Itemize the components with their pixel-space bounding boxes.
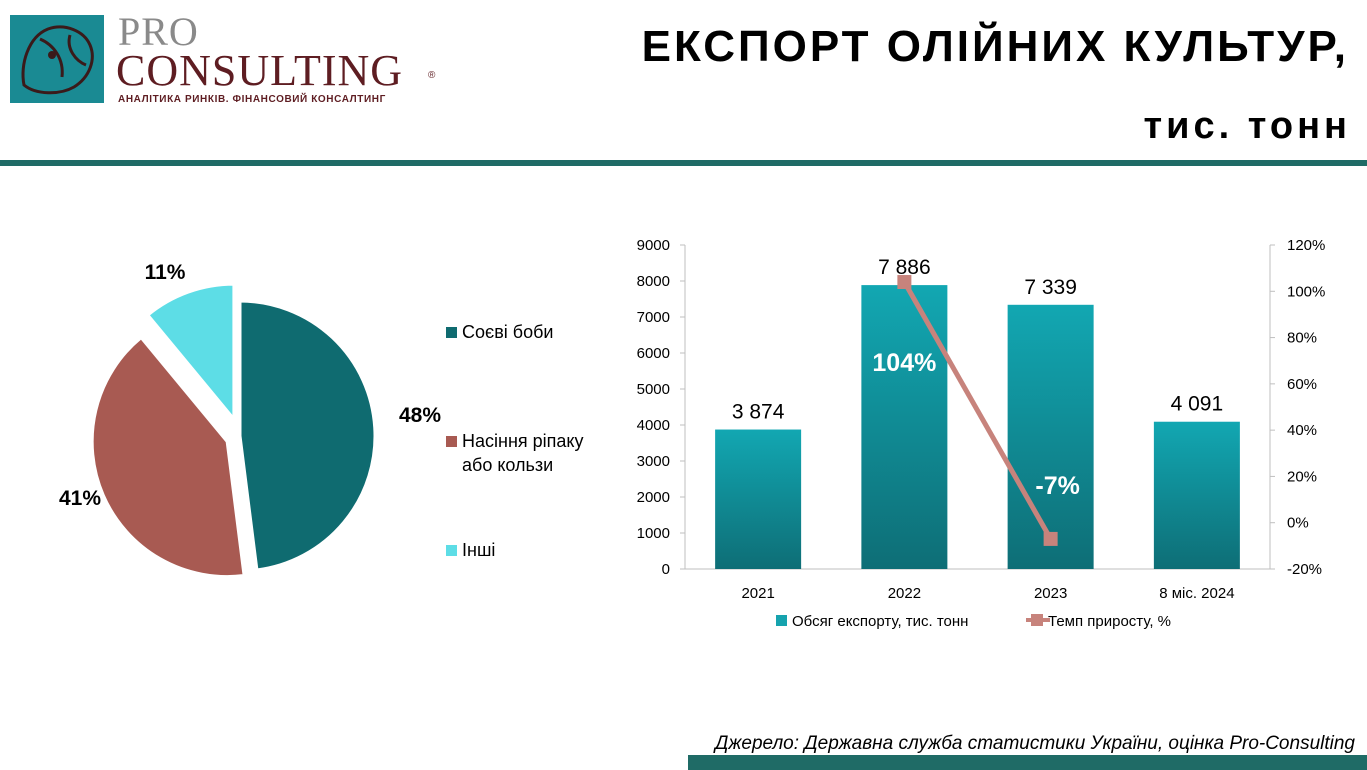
bar xyxy=(1153,421,1240,569)
y2-tick-label: 80% xyxy=(1287,330,1317,347)
legend-label: Обсяг експорту, тис. тонн xyxy=(792,613,968,630)
growth-marker xyxy=(897,275,912,290)
growth-data-label: 104% xyxy=(872,349,936,377)
x-tick-label: 8 міс. 2024 xyxy=(1159,585,1234,602)
bar xyxy=(861,285,948,569)
logo-registered-mark: ® xyxy=(428,70,436,81)
bar-data-label: 7 339 xyxy=(1024,276,1077,299)
growth-line xyxy=(902,280,1053,541)
y-tick-label: 2000 xyxy=(637,489,670,506)
pie-slice xyxy=(238,299,377,572)
x-tick-label: 2023 xyxy=(1034,585,1067,602)
pie-data-label: 41% xyxy=(59,487,101,510)
y2-tick-label: 120% xyxy=(1287,237,1325,254)
bar-data-label: 3 874 xyxy=(732,401,785,424)
legend-swatch xyxy=(776,615,787,626)
x-tick-label: 2021 xyxy=(741,585,774,602)
y-tick-label: 7000 xyxy=(637,309,670,326)
y-tick-label: 5000 xyxy=(637,381,670,398)
legend-marker-swatch xyxy=(1031,614,1043,626)
bar xyxy=(1007,304,1094,569)
y-tick-label: 3000 xyxy=(637,453,670,470)
pie-slice xyxy=(145,282,236,424)
y-tick-label: 6000 xyxy=(637,345,670,362)
pie-chart: 48% 41% 11% Соєві боби Насіння ріпаку або кол… xyxy=(59,261,583,579)
bar-data-label: 4 091 xyxy=(1171,393,1224,416)
growth-data-label: -7% xyxy=(1035,472,1079,500)
y2-tick-label: 60% xyxy=(1287,376,1317,393)
page-subtitle: тис. тонн xyxy=(1143,105,1351,147)
logo-tagline: АНАЛІТИКА РИНКІВ. ФІНАНСОВИЙ КОНСАЛТИНГ xyxy=(118,94,386,105)
footer-bar xyxy=(688,755,1367,770)
logo-pro-text: PRO xyxy=(118,9,199,54)
y2-tick-label: 20% xyxy=(1287,468,1317,485)
header-divider xyxy=(0,160,1367,166)
pie-slice xyxy=(90,335,246,579)
legend-swatch xyxy=(446,545,457,556)
y-tick-label: 0 xyxy=(662,561,670,578)
legend-label: Інші xyxy=(462,540,495,560)
y-tick-label: 8000 xyxy=(637,273,670,290)
bar-line-chart: 0 1000 2000 3000 4000 5000 6000 7000 8000 9000 -20… xyxy=(637,237,1326,630)
y-tick-label: 9000 xyxy=(637,237,670,254)
source-note: Джерело: Державна служба статистики Укра… xyxy=(714,733,1355,754)
bar-data-label: 7 886 xyxy=(878,256,931,279)
legend-swatch xyxy=(446,327,457,338)
logo-consulting-text: CONSULTING xyxy=(116,46,404,95)
y-tick-label: 4000 xyxy=(637,417,670,434)
growth-marker xyxy=(1043,531,1058,546)
x-tick-label: 2022 xyxy=(888,585,921,602)
pie-data-label: 11% xyxy=(145,261,186,284)
logo-emblem-icon xyxy=(10,15,104,103)
legend-label: Соєві боби xyxy=(462,322,553,342)
y2-tick-label: -20% xyxy=(1287,561,1322,578)
y2-tick-label: 0% xyxy=(1287,515,1309,532)
legend-label: Насіння ріпаку xyxy=(462,431,583,451)
y-tick-label: 1000 xyxy=(637,525,670,542)
pie-data-label: 48% xyxy=(399,404,441,427)
y2-tick-label: 40% xyxy=(1287,422,1317,439)
legend-label: або кользи xyxy=(462,455,553,475)
bar xyxy=(715,429,802,569)
legend-label: Темп приросту, % xyxy=(1048,613,1171,630)
legend-swatch xyxy=(446,436,457,447)
y2-tick-label: 100% xyxy=(1287,283,1325,300)
page-title: ЕКСПОРТ ОЛІЙНИХ КУЛЬТУР, xyxy=(641,22,1349,71)
